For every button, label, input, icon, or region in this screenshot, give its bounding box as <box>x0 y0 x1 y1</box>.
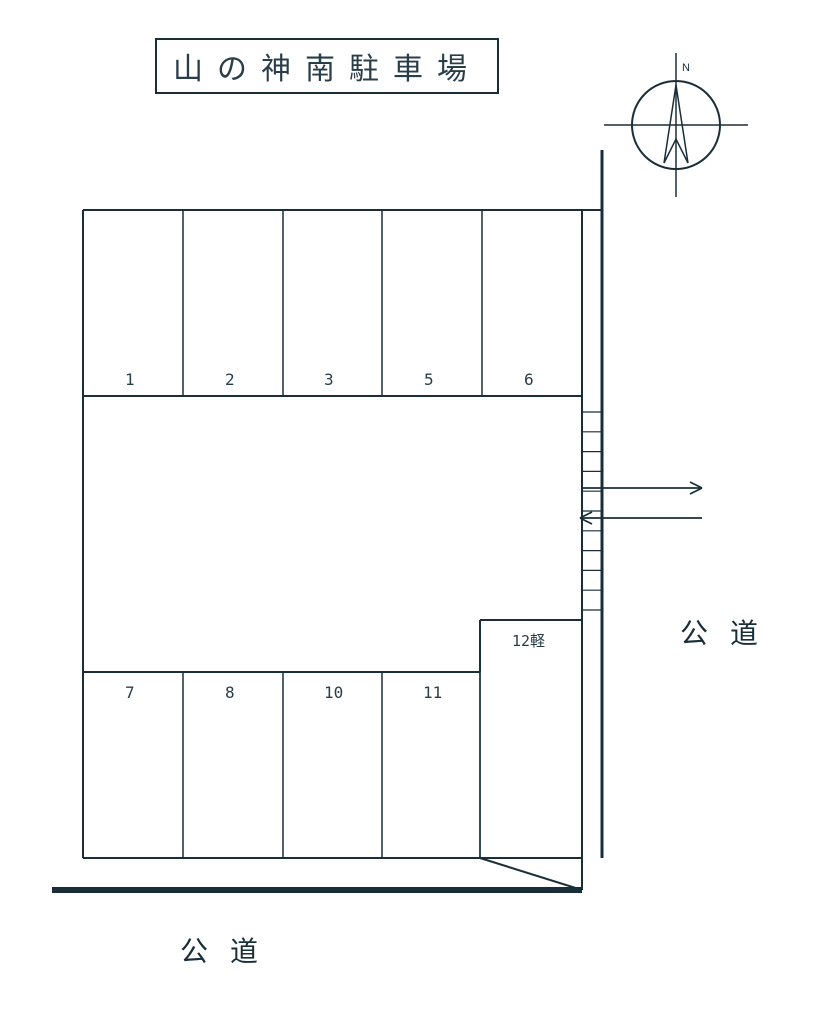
stall-label-1: 1 <box>125 370 135 389</box>
stall-label-6: 6 <box>524 370 534 389</box>
stall-label-11: 11 <box>423 683 442 702</box>
stall-label-7: 7 <box>125 683 135 702</box>
stall-label-5: 5 <box>424 370 434 389</box>
stall-label-2: 2 <box>225 370 235 389</box>
stall-label-3: 3 <box>324 370 334 389</box>
svg-text:N: N <box>682 62 690 74</box>
stall-label-8: 8 <box>225 683 235 702</box>
stall-label-12軽: 12軽 <box>512 630 545 651</box>
parking-diagram: N <box>0 0 836 1019</box>
stall-label-10: 10 <box>324 683 343 702</box>
